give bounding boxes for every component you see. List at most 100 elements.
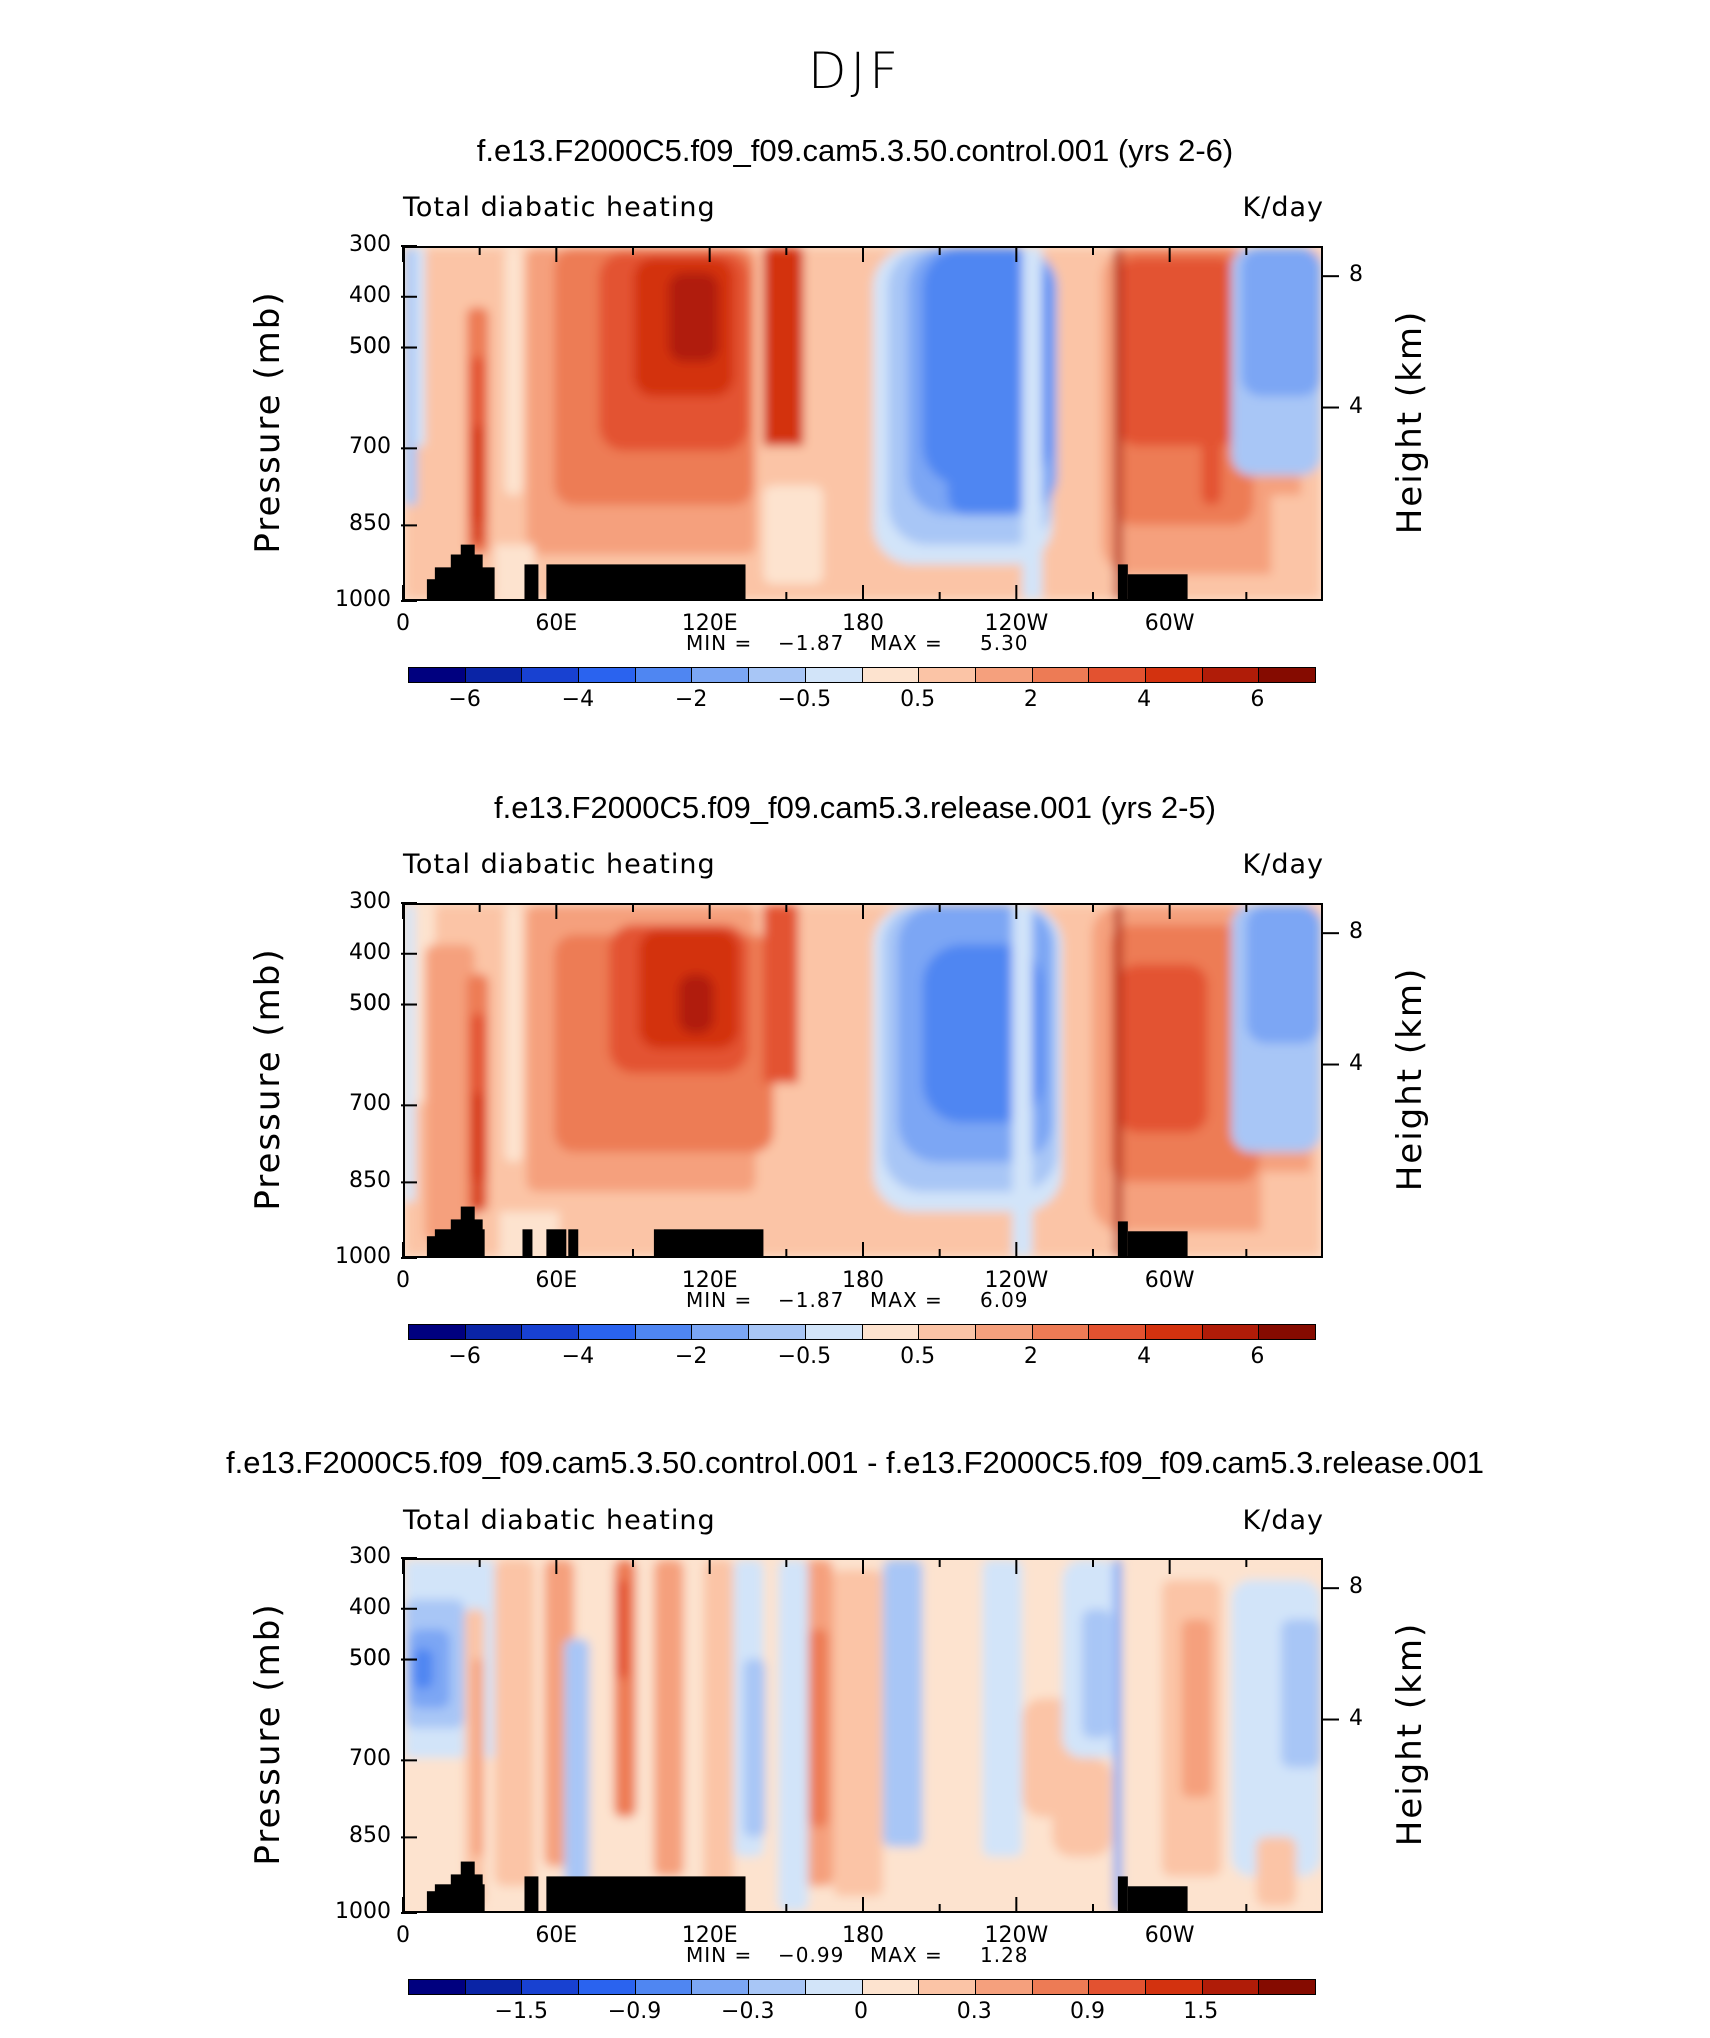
colorbar bbox=[408, 1979, 1316, 1995]
colorbar-swatch bbox=[635, 1325, 693, 1339]
colorbar-label: 0.9 bbox=[1070, 1999, 1105, 2024]
figure-title: DJF bbox=[807, 42, 902, 100]
colorbar-swatch bbox=[919, 668, 976, 682]
y-axis-right-label: Height (km) bbox=[1390, 1621, 1430, 1846]
colorbar-label: −0.9 bbox=[607, 1999, 662, 2024]
contour-region bbox=[1281, 1619, 1321, 1768]
max-label: MAX = bbox=[870, 631, 943, 655]
contour-region bbox=[1261, 1171, 1321, 1256]
contour-region bbox=[922, 1560, 983, 1911]
colorbar-label: −4 bbox=[561, 1344, 595, 1369]
contour-plot bbox=[403, 1558, 1323, 1913]
colorbar-swatch bbox=[975, 1980, 1033, 1994]
contour-region bbox=[743, 1658, 766, 1837]
x-tick-label: 60W bbox=[1144, 1268, 1195, 1293]
colorbar-label: −2 bbox=[674, 1344, 708, 1369]
colorbar-swatch bbox=[1032, 668, 1090, 682]
x-tick-label: 180 bbox=[842, 1268, 884, 1293]
contour-region bbox=[668, 272, 719, 362]
max-label: MAX = bbox=[870, 1288, 943, 1312]
colorbar-swatch bbox=[1202, 668, 1260, 682]
colorbar-label: 0.5 bbox=[900, 1344, 936, 1369]
contour-region bbox=[472, 1658, 483, 1857]
y-right-tick-label: 8 bbox=[1349, 919, 1363, 945]
contour-region bbox=[1022, 248, 1043, 599]
field-layer bbox=[405, 905, 1321, 1256]
y-right-tick-label: 4 bbox=[1349, 393, 1363, 419]
x-tick-label: 120W bbox=[984, 1923, 1049, 1948]
colorbar-swatch bbox=[1202, 1980, 1260, 1994]
contour-region bbox=[1117, 964, 1208, 1133]
colorbar-swatch bbox=[522, 1980, 580, 1994]
contour-region bbox=[1246, 905, 1321, 1044]
topography-mask bbox=[1117, 1876, 1128, 1911]
colorbar-swatch bbox=[975, 1325, 1033, 1339]
y-tick-label: 1000 bbox=[335, 1244, 391, 1269]
units-string: K/day bbox=[1242, 192, 1324, 223]
y-axis-label: Pressure (mb) bbox=[248, 1601, 288, 1866]
contour-region bbox=[504, 248, 523, 496]
contour-region bbox=[472, 1092, 483, 1212]
colorbar-label: 0.3 bbox=[956, 1999, 992, 2024]
y-tick-label: 700 bbox=[349, 1746, 391, 1772]
x-tick-label: 120E bbox=[681, 1268, 738, 1293]
x-tick-label: 120E bbox=[681, 1923, 738, 1948]
x-tick-label: 180 bbox=[842, 1923, 884, 1948]
contour-region bbox=[1012, 905, 1033, 1256]
topography-mask bbox=[460, 1861, 475, 1911]
y-tick-label: 500 bbox=[349, 333, 391, 359]
max-value: 1.28 bbox=[980, 1943, 1029, 1967]
colorbar-swatch bbox=[409, 1325, 466, 1339]
colorbar-swatch bbox=[409, 1980, 466, 1994]
y-tick-label: 300 bbox=[349, 232, 391, 257]
colorbar-label: 2 bbox=[1023, 1344, 1038, 1369]
topography-mask bbox=[524, 1876, 539, 1911]
y-right-tick-label: 8 bbox=[1349, 1574, 1363, 1600]
y-tick-label: 1000 bbox=[335, 1899, 391, 1924]
colorbar-swatch bbox=[805, 1325, 863, 1339]
contour-region bbox=[405, 905, 415, 1202]
y-tick-label: 300 bbox=[349, 1544, 391, 1569]
x-tick-label: 60E bbox=[535, 1923, 578, 1948]
contour-region bbox=[653, 1560, 684, 1877]
colorbar-swatch bbox=[1145, 1325, 1203, 1339]
max-value: 5.30 bbox=[980, 631, 1029, 655]
topography-mask bbox=[568, 1229, 579, 1256]
contour-region bbox=[1052, 1757, 1112, 1857]
colorbar-swatch bbox=[579, 668, 636, 682]
contour-field bbox=[405, 905, 1321, 1256]
colorbar-swatch bbox=[1032, 1980, 1090, 1994]
colorbar-swatch bbox=[1259, 668, 1315, 682]
y-right-tick-label: 4 bbox=[1349, 1705, 1363, 1731]
contour-region bbox=[1114, 905, 1122, 1256]
topography-mask bbox=[546, 564, 746, 599]
min-label: MIN = bbox=[686, 1943, 753, 1967]
y-tick-label: 400 bbox=[349, 282, 391, 308]
contour-region bbox=[763, 485, 824, 585]
units-string: K/day bbox=[1242, 1505, 1324, 1536]
y-right-tick-label: 8 bbox=[1349, 262, 1363, 288]
x-tick-label: 0 bbox=[396, 1268, 410, 1293]
contour-region bbox=[922, 248, 1051, 486]
colorbar-label: 1.5 bbox=[1183, 1999, 1219, 2024]
max-label: MAX = bbox=[870, 1943, 943, 1967]
x-tick-label: 60E bbox=[535, 611, 578, 636]
colorbar-label: 0 bbox=[854, 1999, 868, 2024]
topography-mask bbox=[1127, 1231, 1188, 1256]
min-value: −1.87 bbox=[778, 631, 845, 655]
colorbar-swatch bbox=[1089, 1980, 1146, 1994]
colorbar-swatch bbox=[579, 1980, 636, 1994]
contour-region bbox=[778, 1560, 809, 1911]
contour-field bbox=[405, 1560, 1321, 1911]
colorbar-swatch bbox=[1145, 668, 1203, 682]
topography-mask bbox=[1127, 574, 1188, 599]
y-tick-label: 500 bbox=[349, 1645, 391, 1671]
colorbar bbox=[408, 1324, 1316, 1340]
colorbar-swatch bbox=[862, 668, 920, 682]
contour-region bbox=[947, 445, 1028, 515]
contour-region bbox=[763, 248, 804, 446]
colorbar-swatch bbox=[1259, 1325, 1315, 1339]
contour-region bbox=[1113, 1560, 1122, 1911]
